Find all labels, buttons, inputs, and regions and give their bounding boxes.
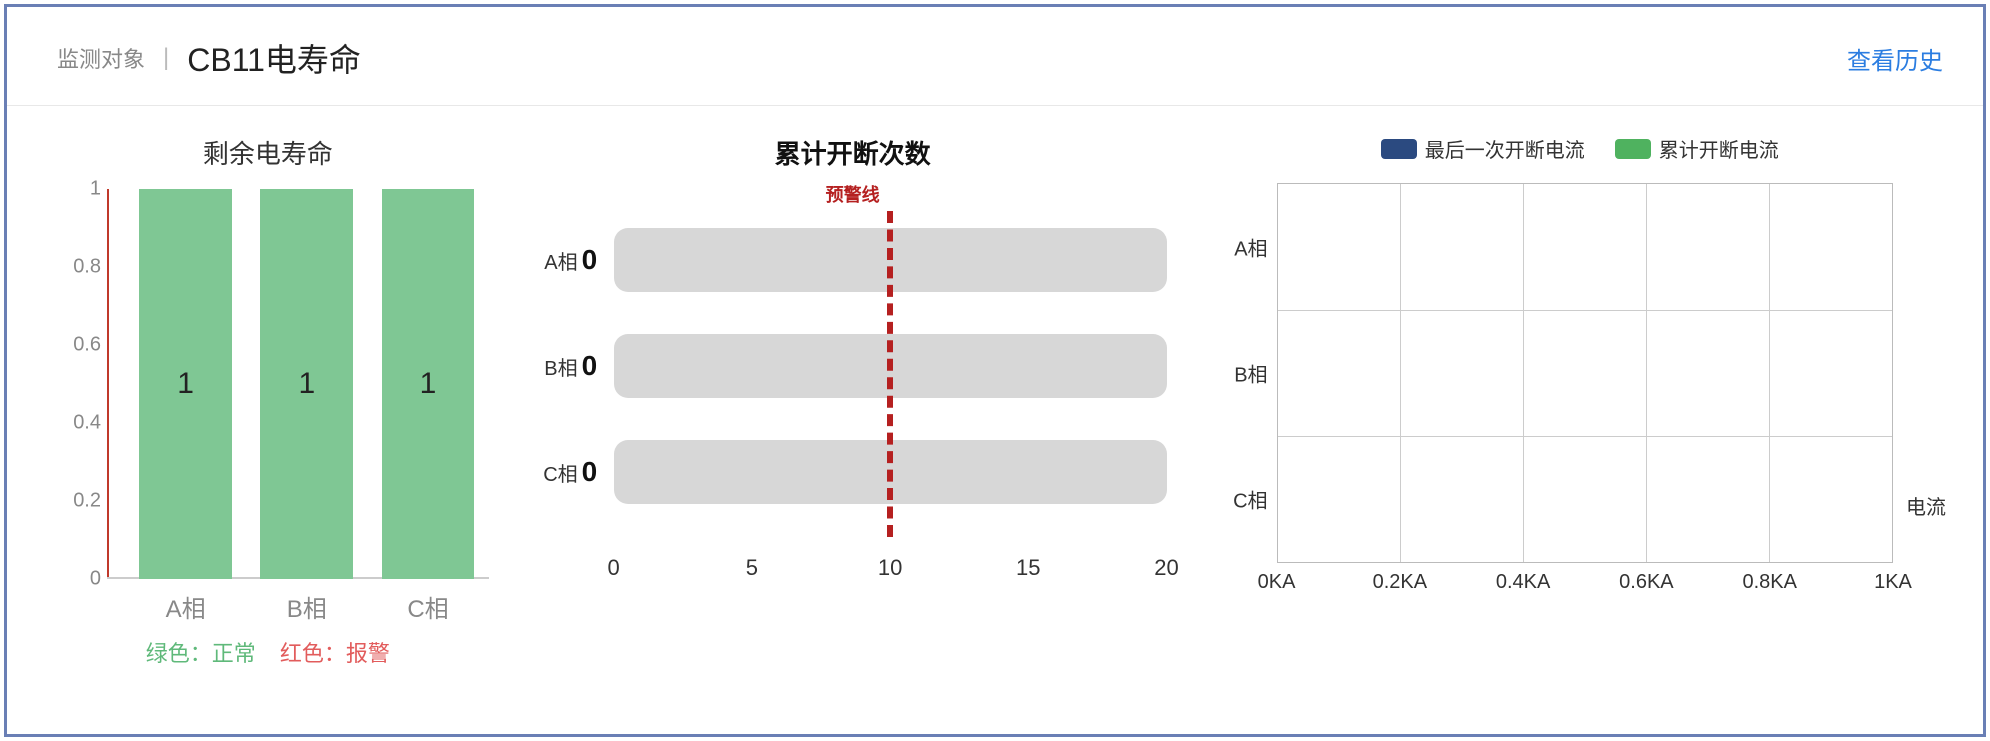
chart2-xtick: 0 (608, 555, 620, 581)
chart1-legend-alarm: 红色：报警 (280, 641, 390, 666)
chart3-xtick: 1KA (1874, 571, 1912, 594)
chart2-category-label: A相 (522, 246, 578, 275)
chart2-plot-area: A相0B相0C相005101520 (614, 211, 1167, 581)
header-bar: 监测对象 | CB11电寿命 查看历史 (7, 7, 1983, 106)
chart3-legend-item: 累计开断电流 (1615, 134, 1779, 163)
chart3-category-label: A相 (1216, 233, 1268, 262)
chart2-x-axis: 05101520 (614, 541, 1167, 581)
chart1-plot-area: 00.20.40.60.81 111 (107, 189, 489, 579)
chart3-gridline-vertical (1646, 184, 1647, 562)
chart3-legend-swatch (1615, 139, 1651, 159)
chart1-bar: 1 (252, 189, 361, 579)
header-separator: | (163, 44, 169, 72)
chart3-gridline-vertical (1769, 184, 1770, 562)
chart1-ytick: 0.2 (49, 490, 101, 513)
chart1-title: 剩余电寿命 (37, 134, 499, 171)
chart1-ytick: 0.6 (49, 334, 101, 357)
chart2-title: 累计开断次数 (519, 134, 1187, 171)
chart3-x-axis-title: 电流 (1906, 491, 1946, 520)
dashboard-body: 剩余电寿命 0 0.2 0.4 0.6 0.8 1 1 1 1 A相 B相 C相 绿色：正常 红色… (7, 106, 1983, 698)
chart3-legend-label: 累计开断电流 (1659, 134, 1779, 163)
chart3-xtick: 0.6KA (1619, 571, 1673, 594)
chart1-bar: 1 (131, 189, 240, 579)
chart2-threshold-label: 预警线 (519, 181, 1187, 207)
chart1-bar: 1 (373, 189, 482, 579)
chart3-legend-item: 最后一次开断电流 (1381, 134, 1585, 163)
chart1-bar-value: 1 (177, 367, 194, 401)
chart3-xtick: 0KA (1258, 571, 1296, 594)
chart1-bar-value: 1 (298, 367, 315, 401)
chart1-legend: 绿色：正常 红色：报警 (37, 636, 499, 668)
chart1-x-labels: A相 B相 C相 (125, 589, 489, 624)
chart3-gridline-horizontal (1278, 436, 1892, 437)
chart3-gridline-vertical (1400, 184, 1401, 562)
chart3-xtick: 0.2KA (1373, 571, 1427, 594)
header-label: 监测对象 (57, 42, 145, 74)
chart2-category-label: B相 (522, 352, 578, 381)
chart2-xtick: 5 (746, 555, 758, 581)
chart1-bar-value: 1 (420, 367, 437, 401)
chart2-value-label: 0 (582, 244, 598, 276)
chart1-category-label: A相 (131, 589, 240, 624)
chart2-xtick: 15 (1016, 555, 1040, 581)
chart1-ytick: 0.4 (49, 412, 101, 435)
chart1-legend-normal: 绿色：正常 (146, 641, 256, 666)
dashboard-frame: 监测对象 | CB11电寿命 查看历史 剩余电寿命 0 0.2 0.4 0.6 0.8 1… (4, 4, 1986, 737)
chart3-gridline-horizontal (1278, 310, 1892, 311)
remaining-life-chart: 剩余电寿命 0 0.2 0.4 0.6 0.8 1 1 1 1 A相 B相 C相 绿色：正常 红色… (37, 126, 499, 668)
break-count-chart: 累计开断次数 预警线 A相0B相0C相005101520 (519, 126, 1187, 668)
chart2-xtick: 10 (878, 555, 902, 581)
chart3-legend-swatch (1381, 139, 1417, 159)
chart3-category-label: B相 (1216, 359, 1268, 388)
chart3-plot-area: 电流 A相B相C相 (1277, 183, 1893, 563)
chart1-bars-container: 1 1 1 (125, 189, 489, 579)
chart1-y-axis-line (107, 189, 109, 579)
chart3-xtick: 0.8KA (1742, 571, 1796, 594)
chart3-legend: 最后一次开断电流 累计开断电流 (1207, 134, 1953, 163)
chart3-category-label: C相 (1216, 485, 1268, 514)
chart1-ytick: 0 (49, 568, 101, 591)
chart2-threshold-line (887, 211, 893, 537)
chart3-xtick: 0.4KA (1496, 571, 1550, 594)
chart3-x-axis: 0KA0.2KA0.4KA0.6KA0.8KA1KA (1277, 571, 1893, 611)
chart2-value-label: 0 (582, 350, 598, 382)
chart2-xtick: 20 (1154, 555, 1178, 581)
chart1-ytick: 0.8 (49, 256, 101, 279)
break-current-chart: 最后一次开断电流累计开断电流 电流 A相B相C相 0KA0.2KA0.4KA0.… (1207, 126, 1953, 668)
chart2-category-label: C相 (522, 458, 578, 487)
page-title: CB11电寿命 (187, 35, 361, 81)
chart2-value-label: 0 (582, 456, 598, 488)
chart1-y-axis: 00.20.40.60.81 (49, 189, 101, 579)
chart1-ytick: 1 (49, 178, 101, 201)
view-history-link[interactable]: 查看历史 (1847, 41, 1943, 76)
chart3-legend-label: 最后一次开断电流 (1425, 134, 1585, 163)
chart1-category-label: B相 (252, 589, 361, 624)
chart1-category-label: C相 (373, 589, 482, 624)
chart3-gridline-vertical (1523, 184, 1524, 562)
